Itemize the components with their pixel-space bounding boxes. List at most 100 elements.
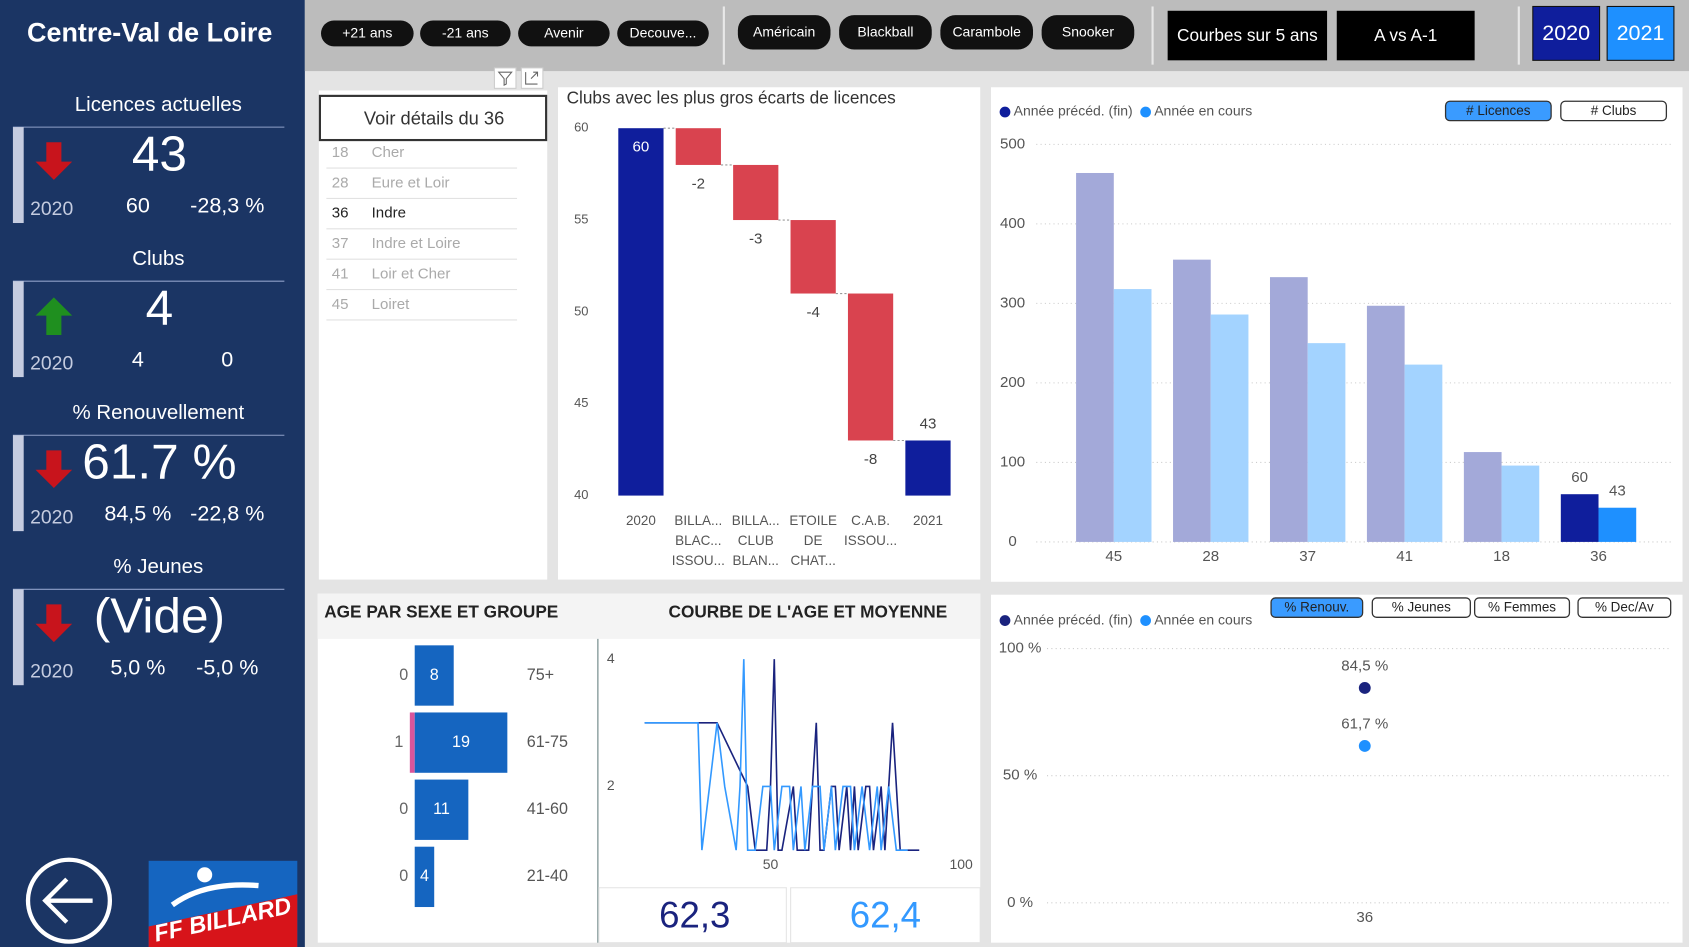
legend-marker bbox=[999, 615, 1011, 626]
toggle-button[interactable] bbox=[1371, 597, 1471, 618]
toggle-button[interactable] bbox=[1270, 597, 1364, 618]
bar bbox=[1076, 172, 1114, 542]
slicer-panel bbox=[318, 90, 548, 580]
back-button[interactable] bbox=[25, 857, 113, 944]
legend-label: Année précéd. (fin) bbox=[1014, 611, 1133, 627]
kpi-label: Licences actuelles bbox=[75, 93, 242, 116]
y-tick-label: 100 bbox=[1000, 453, 1025, 470]
toggle-label: % Jeunes bbox=[1392, 600, 1451, 615]
slicer-name: Indre et Loire bbox=[372, 235, 461, 252]
waterfall-bar bbox=[733, 164, 779, 221]
kpi-year: 2020 bbox=[30, 352, 73, 374]
view-button[interactable] bbox=[1336, 10, 1475, 61]
dot-panel bbox=[990, 594, 1683, 943]
view-button[interactable] bbox=[1167, 10, 1328, 61]
chart-title: AGE PAR SEXE ET GROUPE bbox=[324, 602, 558, 622]
game-button[interactable] bbox=[737, 15, 831, 50]
x-tick-label: ISSOU... bbox=[844, 533, 897, 548]
y-tick-label: 75+ bbox=[527, 666, 554, 684]
slicer-item[interactable] bbox=[326, 139, 517, 168]
kpi-value: 43 bbox=[132, 125, 187, 181]
slicer-code: 37 bbox=[332, 235, 349, 252]
game-button-label: Américain bbox=[753, 24, 815, 40]
data-label: 61,7 % bbox=[1341, 715, 1388, 732]
y-tick-label: 400 bbox=[1000, 215, 1025, 232]
toggle-label: % Renouv. bbox=[1284, 600, 1349, 615]
age-header bbox=[317, 593, 981, 639]
y-tick-label: 61-75 bbox=[527, 733, 568, 751]
data-label: 4 bbox=[420, 867, 429, 885]
toggle-label: # Licences bbox=[1466, 103, 1531, 118]
toggle-button[interactable] bbox=[1577, 597, 1672, 618]
data-label: 60 bbox=[633, 139, 650, 156]
dot bbox=[1358, 682, 1371, 694]
data-label: 84,5 % bbox=[1341, 657, 1388, 674]
slicer-item[interactable] bbox=[326, 291, 517, 320]
year-button-label: 2020 bbox=[1542, 21, 1590, 45]
slicer-code: 45 bbox=[332, 296, 349, 313]
logo-cue bbox=[170, 882, 259, 908]
x-tick-label: CHAT... bbox=[790, 553, 835, 568]
trend-arrow bbox=[35, 604, 73, 643]
slicer-button[interactable] bbox=[318, 94, 548, 142]
legend-marker bbox=[1140, 615, 1151, 626]
toggle-button[interactable] bbox=[1444, 100, 1552, 122]
y-tick-label: 100 % bbox=[999, 640, 1042, 657]
x-tick-label: 37 bbox=[1299, 548, 1316, 565]
legend-label: Année en cours bbox=[1154, 611, 1252, 627]
slicer-item[interactable] bbox=[326, 200, 517, 229]
x-tick-label: ETOILE bbox=[789, 513, 837, 528]
x-tick-label: 100 bbox=[949, 856, 973, 872]
filter-button[interactable] bbox=[320, 20, 414, 47]
age-line bbox=[644, 659, 908, 851]
x-tick-label: 2020 bbox=[626, 513, 656, 528]
bar bbox=[1404, 364, 1443, 542]
legend-marker bbox=[1140, 106, 1151, 118]
year-button[interactable] bbox=[1532, 5, 1601, 61]
x-tick-label: 2021 bbox=[913, 513, 943, 528]
game-button[interactable] bbox=[940, 15, 1034, 50]
data-label: 8 bbox=[430, 666, 439, 684]
view-button-label: A vs A-1 bbox=[1374, 25, 1437, 45]
kpi-change: -22,8 % bbox=[190, 502, 264, 526]
legend-label: Année en cours bbox=[1154, 103, 1252, 119]
year-button[interactable] bbox=[1606, 5, 1675, 61]
filter-button-label: -21 ans bbox=[442, 25, 489, 41]
bar bbox=[1113, 289, 1152, 542]
bar bbox=[1560, 494, 1599, 542]
x-tick-label: 45 bbox=[1105, 548, 1122, 565]
chart-title: COURBE DE L'AGE ET MOYENNE bbox=[669, 602, 948, 622]
x-tick-label: 36 bbox=[1356, 909, 1373, 926]
data-label: -4 bbox=[806, 304, 819, 321]
toggle-button[interactable] bbox=[1473, 597, 1571, 618]
bar bbox=[1210, 314, 1249, 542]
filter-button[interactable] bbox=[518, 20, 610, 47]
bar bbox=[1269, 277, 1308, 542]
dot bbox=[1358, 740, 1371, 752]
game-button[interactable] bbox=[839, 15, 932, 50]
x-tick-label: 18 bbox=[1493, 548, 1510, 565]
filter-button[interactable] bbox=[420, 20, 511, 47]
filter-icon[interactable] bbox=[493, 67, 517, 89]
filter-glyph bbox=[497, 71, 513, 86]
filter-button-label: Decouve... bbox=[630, 25, 697, 41]
toggle-label: % Dec/Av bbox=[1595, 600, 1654, 615]
bar bbox=[414, 779, 469, 840]
data-label: 0 bbox=[399, 800, 408, 818]
waterfall-bar bbox=[847, 293, 894, 441]
view-button-label: Courbes sur 5 ans bbox=[1177, 25, 1318, 45]
x-tick-label: 50 bbox=[763, 856, 779, 872]
game-button-label: Blackball bbox=[857, 24, 913, 40]
filter-button[interactable] bbox=[617, 20, 709, 47]
kpi-value: 61.7 % bbox=[82, 434, 236, 490]
filter-button-label: Avenir bbox=[544, 25, 584, 41]
kpi-bar bbox=[12, 589, 24, 686]
x-tick-label: 36 bbox=[1590, 548, 1607, 565]
legend-marker bbox=[999, 106, 1011, 118]
data-label: 0 bbox=[399, 666, 408, 684]
toggle-button[interactable] bbox=[1560, 100, 1668, 122]
game-button[interactable] bbox=[1041, 15, 1135, 50]
kpi-label: % Jeunes bbox=[113, 555, 203, 578]
slicer-code: 36 bbox=[332, 205, 349, 222]
